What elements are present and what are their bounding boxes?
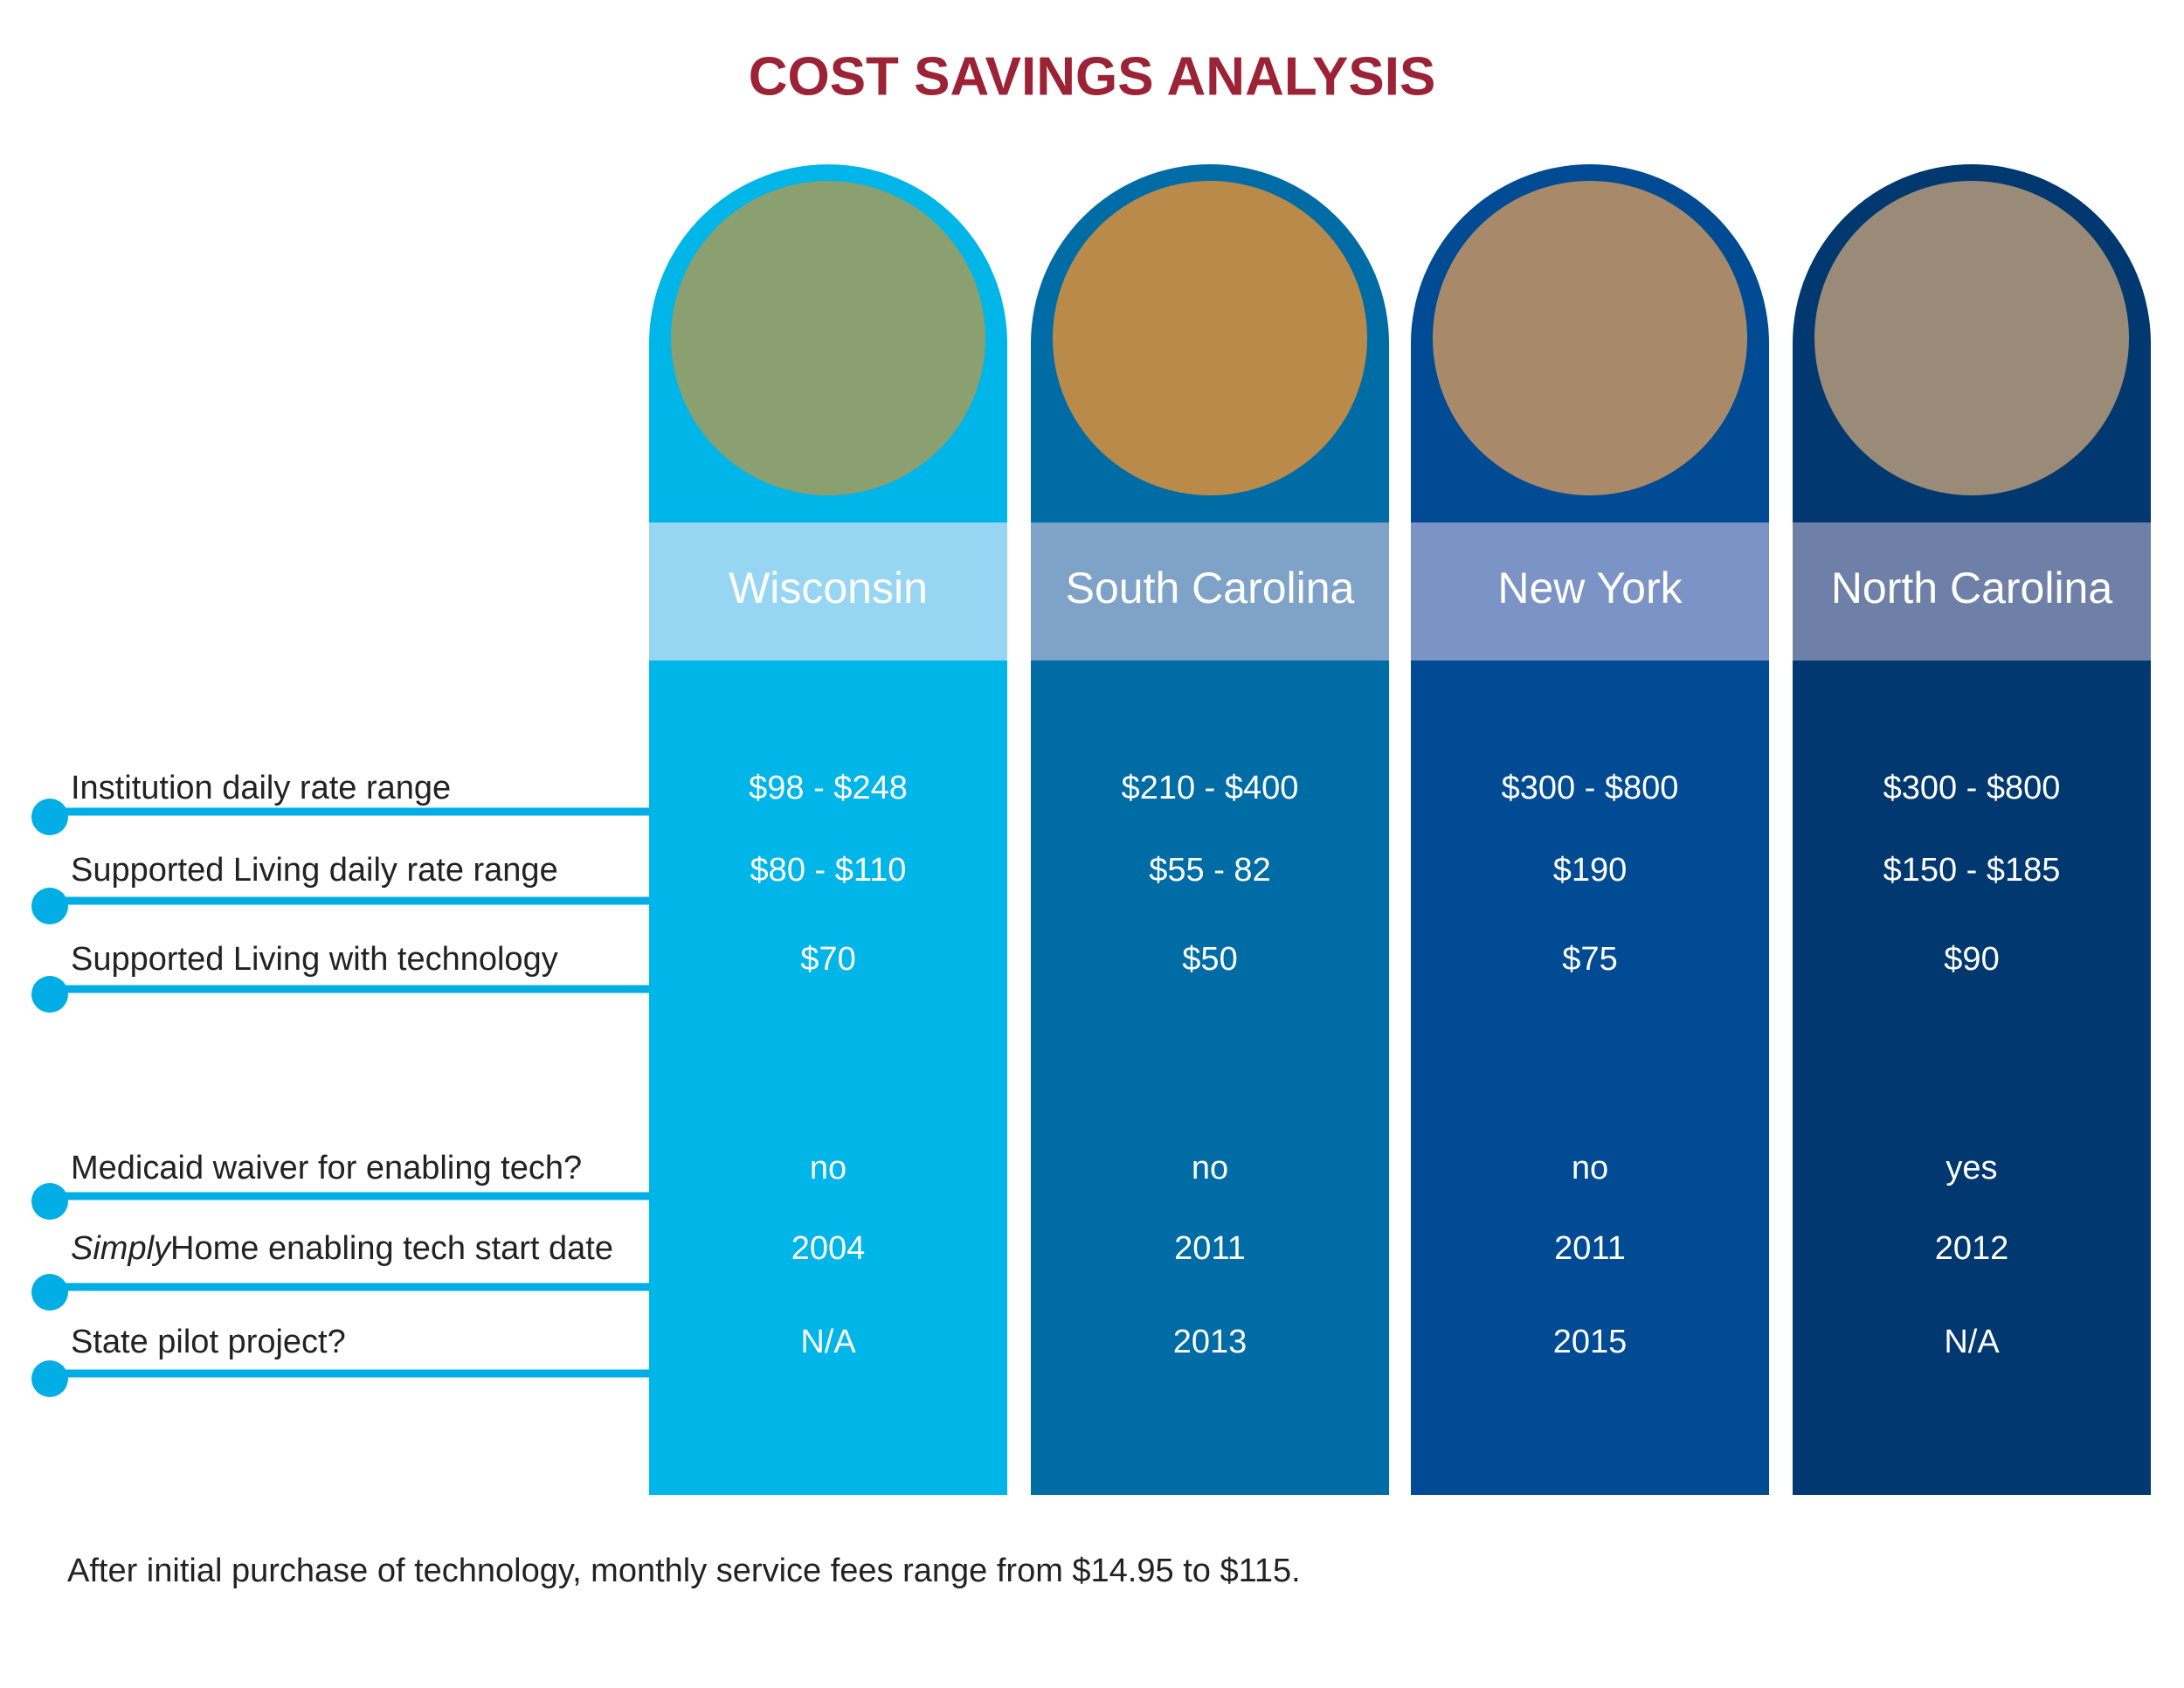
row-dot — [31, 1274, 68, 1311]
photo — [1433, 181, 1747, 495]
cell-value: $75 — [1562, 941, 1617, 978]
header-band — [1411, 522, 1769, 661]
cell-value: 2011 — [1174, 1230, 1246, 1267]
row-label-italic: Simply — [71, 1230, 172, 1267]
state-name: New York — [1497, 564, 1683, 612]
cell-value: 2013 — [1173, 1324, 1248, 1360]
photo — [1053, 181, 1367, 495]
row-label: Institution daily rate range — [71, 770, 451, 806]
footnote: After initial purchase of technology, mo… — [67, 1553, 1301, 1589]
cell-value: $70 — [800, 941, 855, 978]
row-dot — [31, 976, 68, 1013]
row-label: Medicaid waiver for enabling tech? — [71, 1150, 582, 1186]
cell-value: $210 - $400 — [1122, 770, 1299, 806]
row-dot — [31, 1360, 68, 1397]
cell-value: 2011 — [1554, 1230, 1626, 1267]
state-name: North Carolina — [1831, 564, 2113, 612]
row-label: Supported Living with technology — [71, 941, 558, 978]
column — [649, 164, 1007, 1495]
cell-value: $90 — [1944, 941, 1999, 978]
row-dot — [31, 1183, 68, 1220]
cell-value: no — [1572, 1150, 1608, 1186]
header-band — [649, 522, 1007, 661]
row-label-rest: Home enabling tech start date — [170, 1230, 613, 1267]
cell-value: $150 - $185 — [1883, 852, 2061, 889]
cell-value: 2004 — [791, 1230, 866, 1267]
row-label: SimplyHome enabling tech start date — [71, 1230, 613, 1267]
row-label: Supported Living daily rate range — [71, 852, 558, 889]
cell-value: $55 - 82 — [1149, 852, 1270, 889]
column — [1031, 164, 1389, 1495]
header-band — [1031, 522, 1389, 661]
cell-value: no — [1192, 1150, 1228, 1186]
cell-value: $98 - $248 — [749, 770, 908, 806]
cell-value: $190 — [1553, 852, 1628, 889]
cell-value: yes — [1946, 1150, 1997, 1186]
cell-value: $80 - $110 — [750, 852, 907, 889]
cell-value: $300 - $800 — [1883, 770, 2061, 806]
cell-value: 2015 — [1553, 1324, 1628, 1360]
cell-value: $50 — [1182, 941, 1237, 978]
cell-value: N/A — [1944, 1324, 2000, 1360]
state-name: South Carolina — [1066, 564, 1355, 612]
cell-value: 2012 — [1935, 1230, 2009, 1267]
column — [1411, 164, 1769, 1495]
photo — [671, 181, 985, 495]
title: COST SAVINGS ANALYSIS — [749, 46, 1436, 107]
column — [1793, 164, 2151, 1495]
row-dot — [31, 799, 68, 835]
cell-value: $300 - $800 — [1502, 770, 1679, 806]
cell-value: no — [810, 1150, 847, 1186]
row-dot — [31, 888, 68, 924]
photo — [1814, 181, 2129, 495]
cell-value: N/A — [800, 1324, 856, 1360]
row-label: State pilot project? — [71, 1324, 346, 1360]
state-name: Wisconsin — [729, 564, 928, 612]
header-band — [1793, 522, 2151, 661]
